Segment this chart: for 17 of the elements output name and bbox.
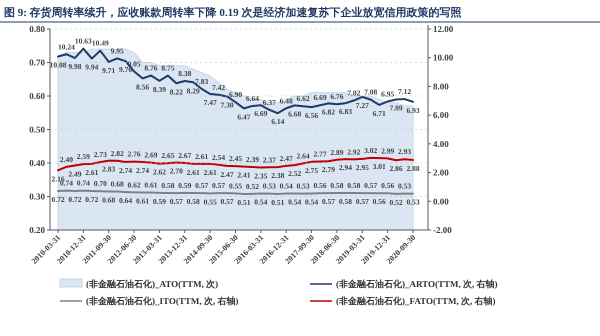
y2-tick-label: 10.00 [433, 52, 454, 63]
y2-tick-label: 12.00 [433, 24, 454, 34]
y2-tick-label: 4.00 [433, 138, 450, 149]
legend-label: (非金融石油石化)_ATO(TTM, 次) [86, 279, 218, 289]
y-tick-label: 0.20 [29, 225, 46, 235]
y-tick-label: 0.30 [29, 192, 46, 202]
y-tick-label: 0.80 [29, 24, 46, 34]
chart-title: 图 9: 存货周转率续升，应收账款周转率下降 0.19 次是经济加速复苏下企业放宽信用政策的写照 [4, 6, 462, 19]
y2-tick-label: 2.00 [433, 168, 450, 178]
y2-tick-label: 8.00 [433, 81, 450, 92]
y2-tick-label: -2.00 [433, 225, 452, 235]
y-tick-label: 0.40 [29, 158, 46, 168]
y2-tick-label: 0.00 [433, 196, 450, 206]
y-tick-label: 0.60 [29, 91, 46, 101]
y-tick-label: 0.70 [29, 58, 46, 68]
y2-tick-label: 6.00 [433, 110, 450, 120]
y-tick-label: 0.50 [29, 124, 46, 134]
